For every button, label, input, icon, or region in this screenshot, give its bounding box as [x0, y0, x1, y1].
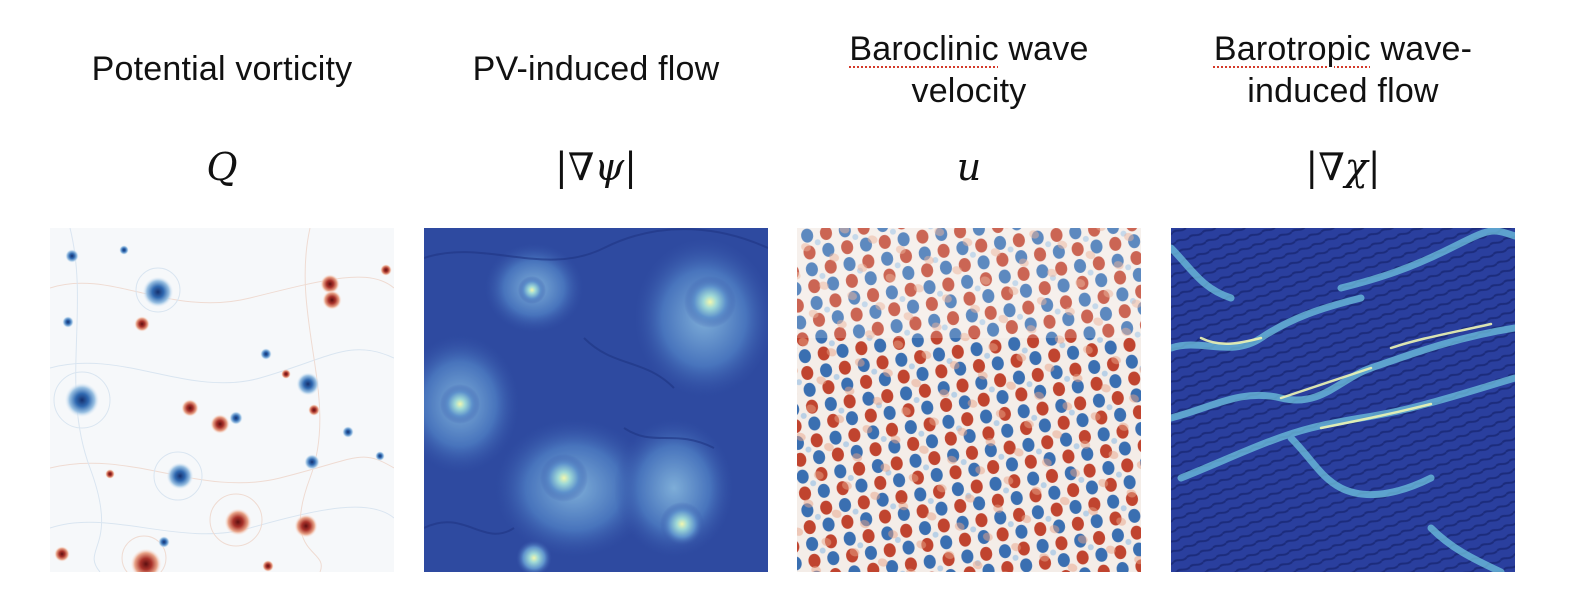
vorticity-field-image [50, 228, 394, 572]
panel-baroclinic-wave-velocity: Baroclinic wave velocity u [797, 0, 1141, 597]
panel-barotropic-wave-induced-flow: Barotropic wave- induced flow |∇χ| [1171, 0, 1515, 597]
pv-flow-field-image [424, 228, 768, 572]
panel-title: PV-induced flow [472, 50, 720, 88]
panel-title: Baroclinic wave velocity [849, 30, 1089, 110]
panel-pv-induced-flow: PV-induced flow |∇ψ| [424, 0, 768, 597]
barotropic-flow-field-image [1171, 228, 1515, 572]
baroclinic-velocity-field-image [797, 228, 1141, 572]
panel-title: Barotropic wave- induced flow [1213, 30, 1473, 110]
panel-symbol: Q [206, 145, 238, 189]
panel-symbol: |∇χ| [1305, 145, 1381, 189]
panel-symbol: |∇ψ| [555, 145, 637, 189]
panel-title: Potential vorticity [91, 50, 353, 88]
panel-symbol: u [956, 145, 982, 189]
spellcheck-word: Baroclinic [849, 30, 999, 68]
spellcheck-word: Barotropic [1213, 30, 1371, 68]
panel-potential-vorticity: Potential vorticity Q [50, 0, 394, 597]
